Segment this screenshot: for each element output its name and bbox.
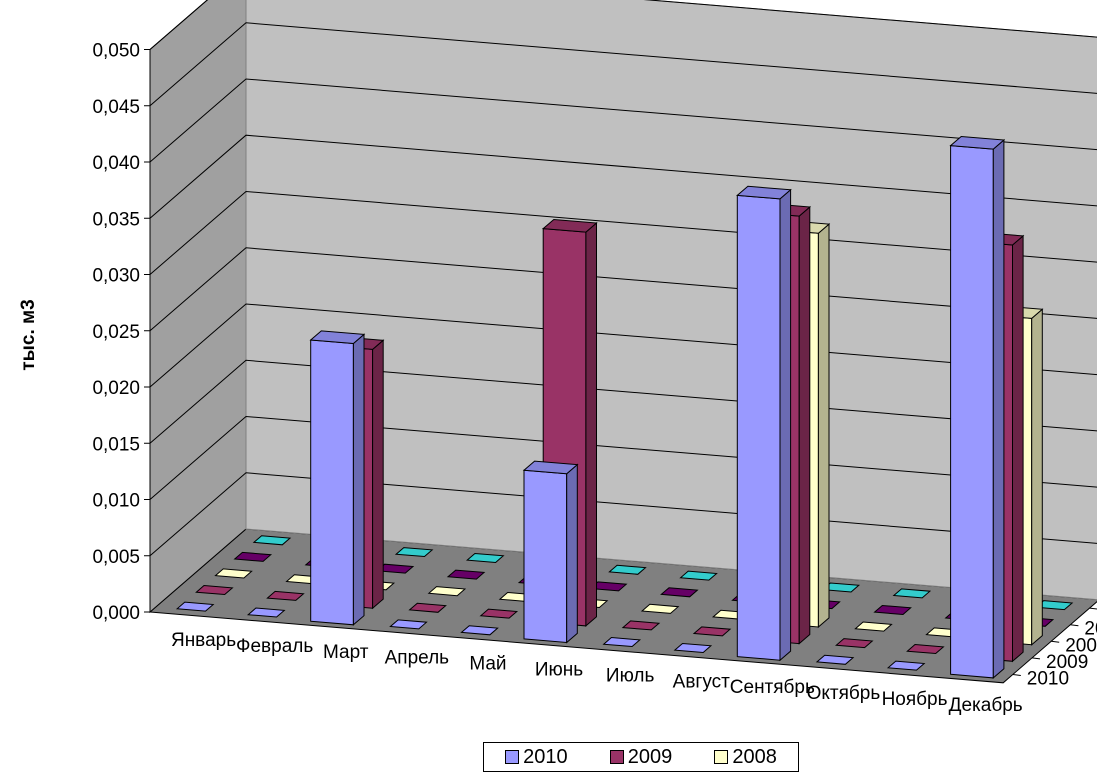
depth-tick-mark [1051,640,1060,643]
gridline [149,134,1097,219]
x-tick-label: Январь [171,630,236,651]
legend-swatch [505,750,520,764]
bar-2010-12 [949,135,1006,679]
floor-marker [834,638,874,649]
y-tick-label: 0,040 [92,153,140,174]
floor-marker [621,620,661,631]
y-tick-label: 0,030 [92,266,140,287]
side-wall [149,0,247,614]
y-tick-label: 0,045 [92,97,140,118]
legend-item-2008: 2008 [714,746,777,769]
bar-2010-6 [522,460,579,644]
floor-marker [195,584,234,596]
x-tick-label: Ноябрь [882,689,948,710]
y-tick-label: 0,000 [92,603,140,624]
floor-marker [408,602,447,613]
floor-marker [906,643,945,655]
depth-tick-mark [1089,607,1097,610]
floor-marker [815,654,855,665]
legend: 2010 2009 2008 [483,742,799,772]
y-tick-label: 0,020 [92,378,140,399]
floor-marker [233,551,273,562]
y-tick-label: 0,010 [92,491,140,512]
bars [309,135,1044,679]
floor-marker [679,570,718,581]
depth-tick-label: 2009 [1046,652,1088,673]
gridline [149,22,1097,107]
x-tick-label: Декабрь [949,695,1023,716]
floor-marker [892,588,932,599]
legend-label: 2008 [732,745,777,768]
x-tick-label: Июнь [535,659,583,680]
depth-tick-label: 2008 [1065,635,1097,656]
bar-2010-3 [309,330,366,626]
floor-marker [673,642,713,654]
y-axis-ticks: 0,000 0,005 0,010 0,015 0,020 0,025 0,030 0,035… [92,41,150,624]
floor-marker [886,660,926,671]
floor-marker [446,569,486,580]
legend-item-2009: 2009 [609,745,673,769]
gridline [149,0,1097,50]
bar-2010-9 [736,185,792,662]
depth-axis-ticks: 20062007200820092010 [1012,607,1097,690]
x-tick-label: Апрель [385,648,450,669]
x-axis-ticks: Январь Февраль Март Апрель Май Июнь Июль Август… [171,630,1023,716]
floor-marker [427,586,467,597]
x-tick-label: Май [469,654,506,675]
floor-marker [266,590,305,601]
depth-tick-mark [1070,624,1079,627]
y-tick-label: 0,050 [92,41,140,62]
gridline [149,78,1097,163]
floor-marker [252,535,292,546]
floor-marker [602,636,642,648]
floor-marker [460,625,499,636]
floor-marker [608,564,647,575]
y-tick-label: 0,025 [92,322,140,343]
x-tick-label: Февраль [236,636,313,657]
floor-marker [175,601,215,612]
legend-swatch [609,750,624,764]
floor-marker [394,547,434,558]
depth-tick-label: 2007 [1084,619,1097,640]
floor-marker [246,607,286,618]
y-tick-label: 0,005 [92,547,140,568]
floor-marker [389,619,428,630]
y-axis-label: тыс. м3 [18,299,39,370]
depth-tick-mark [1012,674,1021,676]
floor-marker [640,603,680,614]
x-tick-label: Март [323,642,369,663]
floor-marker [479,608,519,619]
depth-tick-label: 2010 [1027,669,1069,690]
floor-marker [465,552,505,564]
floor-marker [214,568,253,579]
legend-swatch [714,750,729,764]
x-tick-label: Август [673,671,730,692]
x-tick-label: Сентябрь [730,677,815,698]
floor-marker [873,604,912,616]
y-tick-label: 0,035 [92,209,140,230]
floor-marker [854,621,893,632]
y-tick-label: 0,015 [92,434,140,455]
depth-tick-mark [1031,657,1041,660]
legend-label: 2010 [523,745,568,768]
floor-marker [660,587,699,598]
legend-item-2010: 2010 [505,746,568,769]
x-tick-label: Июль [606,665,655,686]
legend-label: 2009 [627,745,673,768]
floor-marker [692,626,732,637]
x-tick-label: Октябрь [807,683,881,704]
